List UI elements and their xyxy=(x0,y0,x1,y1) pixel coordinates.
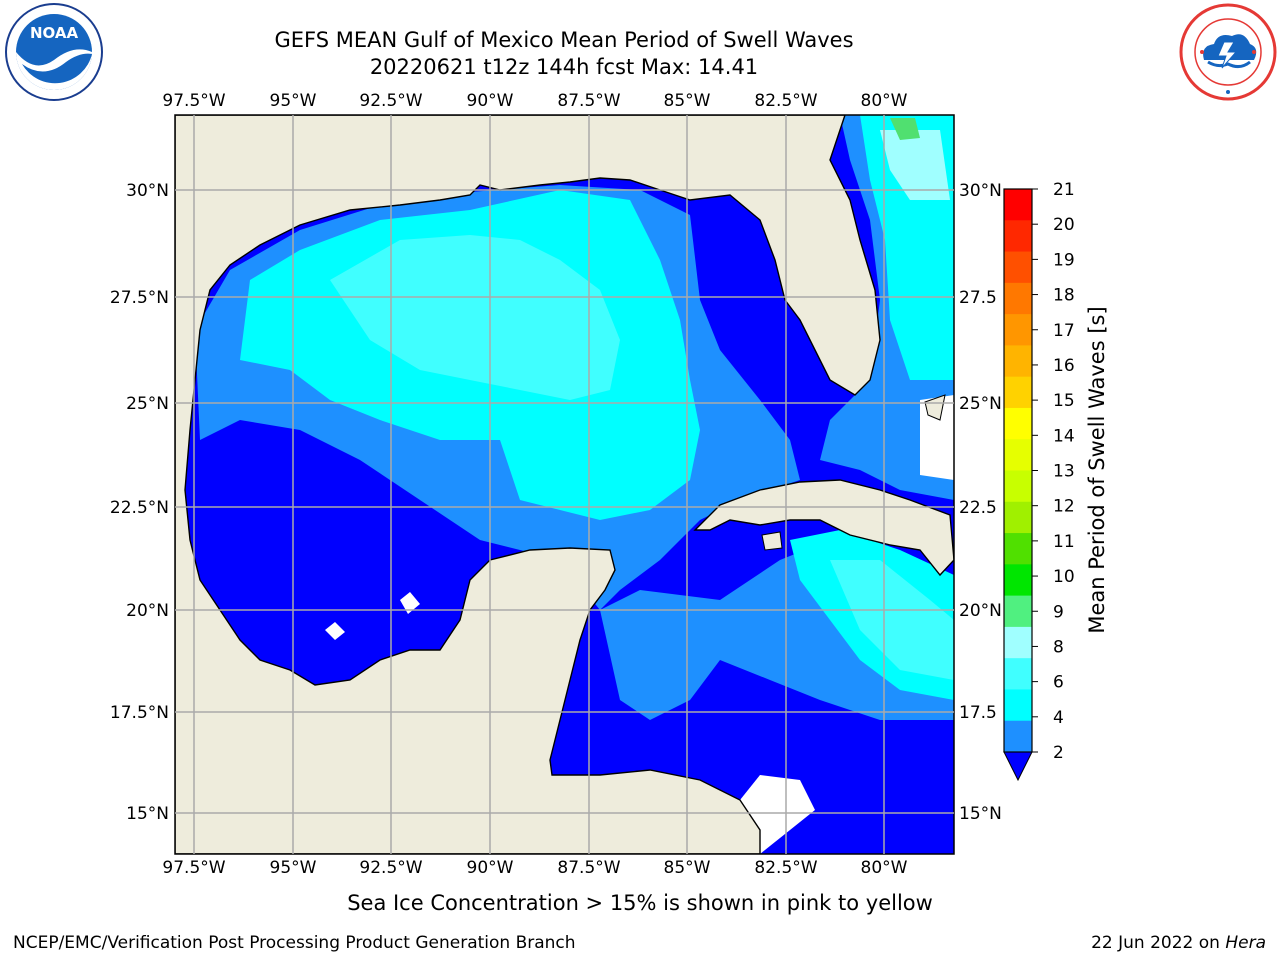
lat-label: 30°N xyxy=(126,181,169,201)
colorbar-segment xyxy=(1004,345,1032,378)
missing-data-patch xyxy=(400,592,420,614)
land-cuba xyxy=(693,479,954,577)
colorbar-tick-label: 19 xyxy=(1053,250,1075,270)
lat-label: 20°N xyxy=(126,601,169,621)
colorbar-segment xyxy=(1004,470,1032,503)
colorbar-segment xyxy=(1004,658,1032,690)
colorbar-segment xyxy=(1004,720,1032,753)
lat-label: 17.5 xyxy=(959,703,997,723)
colorbar-segment xyxy=(1004,564,1032,597)
colorbar-segment xyxy=(1004,626,1032,659)
colorbar-segment xyxy=(1004,439,1032,471)
lon-label: 87.5°W xyxy=(557,91,620,111)
contour-atlantic-9-10 xyxy=(880,130,950,200)
lat-label: 17.5°N xyxy=(110,703,169,723)
colorbar-tick-label: 17 xyxy=(1053,321,1075,341)
colorbar-tick-label: 20 xyxy=(1053,215,1075,235)
lon-label: 87.5°W xyxy=(557,858,620,878)
lat-labels-right: 30°N 27.5 25°N 22.5 20°N 17.5 15°N xyxy=(959,181,1002,824)
colorbar-segment xyxy=(1004,314,1032,346)
colorbar-tick-label: 15 xyxy=(1053,391,1075,411)
colorbar-tick-label: 12 xyxy=(1053,497,1075,517)
lon-labels-top: 97.5°W 95°W 92.5°W 90°W 87.5°W 85°W 82.5… xyxy=(162,91,907,111)
lon-label: 95°W xyxy=(270,858,317,878)
lon-label: 90°W xyxy=(467,858,514,878)
lon-label: 97.5°W xyxy=(162,91,225,111)
lon-label: 80°W xyxy=(861,91,908,111)
missing-data-patch xyxy=(325,622,345,640)
missing-data-patch xyxy=(920,395,954,480)
colorbar-segment xyxy=(1004,220,1032,253)
colorbar-tick-label: 21 xyxy=(1053,180,1075,200)
colorbar-segment xyxy=(1004,533,1032,565)
noaa-logo: NOAA xyxy=(5,3,103,101)
date-text: 22 Jun 2022 on xyxy=(1091,933,1226,953)
lat-label: 22.5°N xyxy=(110,498,169,518)
colorbar-tick-label: 6 xyxy=(1053,673,1064,693)
host-name: Hera xyxy=(1225,933,1266,953)
lat-label: 20°N xyxy=(959,601,1002,621)
colorbar-segment xyxy=(1004,595,1032,628)
colorbar-tick-label: 10 xyxy=(1053,567,1075,587)
lon-label: 85°W xyxy=(664,858,711,878)
sea-ice-note: Sea Ice Concentration > 15% is shown in … xyxy=(347,891,933,915)
lat-label: 22.5 xyxy=(959,498,997,518)
colorbar-tick-label: 9 xyxy=(1053,602,1064,622)
lat-label: 27.5 xyxy=(959,288,997,308)
lon-label: 82.5°W xyxy=(754,858,817,878)
land-bahamas xyxy=(924,394,946,421)
colorbar-segment xyxy=(1004,501,1032,534)
lon-label: 95°W xyxy=(270,91,317,111)
lon-label: 82.5°W xyxy=(754,91,817,111)
lon-label: 85°W xyxy=(664,91,711,111)
colorbar-segment xyxy=(1004,282,1032,315)
colorbar-segment xyxy=(1004,251,1032,284)
lat-label: 25°N xyxy=(126,394,169,414)
map-frame xyxy=(174,114,955,855)
lon-labels-bottom: 97.5°W 95°W 92.5°W 90°W 87.5°W 85°W 82.5… xyxy=(162,858,907,878)
land-north-america xyxy=(175,115,881,854)
lon-label: 92.5°W xyxy=(359,91,422,111)
lon-label: 80°W xyxy=(861,858,908,878)
plot-title: GEFS MEAN Gulf of Mexico Mean Period of … xyxy=(274,28,854,52)
colorbar-segment xyxy=(1004,689,1032,722)
lon-label: 90°W xyxy=(467,91,514,111)
date-footer: 22 Jun 2022 on Hera xyxy=(1091,933,1266,953)
lat-label: 30°N xyxy=(959,181,1002,201)
colorbar-tick-label: 14 xyxy=(1053,426,1075,446)
lat-label: 15°N xyxy=(959,804,1002,824)
lon-label: 97.5°W xyxy=(162,858,225,878)
contour-carib-8-9 xyxy=(830,560,954,680)
colorbar-tick-label: 2 xyxy=(1053,743,1064,763)
lon-label: 92.5°W xyxy=(359,858,422,878)
lat-labels-left: 30°N 27.5°N 25°N 22.5°N 20°N 17.5°N 15°N xyxy=(110,181,169,824)
colorbar-tick-label: 4 xyxy=(1053,708,1064,728)
graticule xyxy=(175,115,954,854)
nws-logo xyxy=(1179,3,1277,101)
colorbar-segment xyxy=(1004,376,1032,409)
colorbar-segment xyxy=(1004,407,1032,440)
contour-8-9 xyxy=(330,235,620,400)
colorbar-tick-label: 18 xyxy=(1053,286,1075,306)
colorbar-tick-label: 11 xyxy=(1053,532,1075,552)
colorbar-segment xyxy=(1004,189,1032,221)
colorbar-tick-label: 8 xyxy=(1053,637,1064,657)
colorbar-tick-label: 16 xyxy=(1053,356,1075,376)
lat-label: 27.5°N xyxy=(110,288,169,308)
noaa-logo-text: NOAA xyxy=(30,24,79,42)
plot-subtitle: 20220621 t12z 144h fcst Max: 14.41 xyxy=(369,55,759,79)
colorbar: 21 20 19 18 17 16 15 14 13 12 11 10 9 8 6 4 2 xyxy=(1003,180,1075,782)
credit-footer: NCEP/EMC/Verification Post Processing Pr… xyxy=(13,933,576,953)
colorbar-label: Mean Period of Swell Waves [s] xyxy=(1085,306,1109,633)
colorbar-tick-label: 13 xyxy=(1053,462,1075,482)
lat-label: 15°N xyxy=(126,804,169,824)
colorbar-extend-triangle xyxy=(1003,751,1033,782)
land-isle-of-youth xyxy=(761,531,783,551)
contour-atlantic-10-11 xyxy=(890,118,920,140)
lat-label: 25°N xyxy=(959,394,1002,414)
